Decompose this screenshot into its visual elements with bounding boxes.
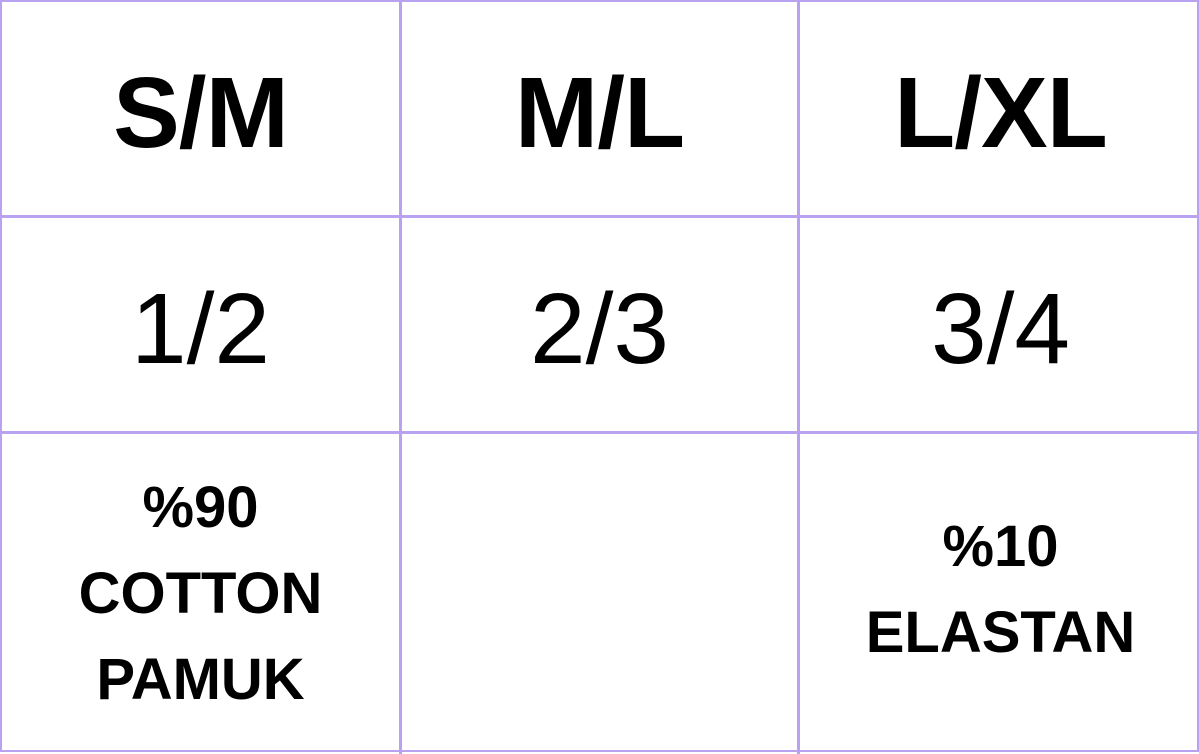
material-percent: %90	[142, 475, 259, 540]
number-cell-3: 3/4	[800, 218, 1199, 434]
material-cell-cotton: %90 COTTON PAMUK	[2, 434, 402, 754]
size-cell-ml: M/L	[402, 2, 800, 218]
number-cell-2: 2/3	[402, 218, 800, 434]
size-cell-sm: S/M	[2, 2, 402, 218]
material-cell-empty	[402, 434, 800, 754]
material-cell-elastan: %10 ELASTAN	[800, 434, 1199, 754]
material-name: ELASTAN	[865, 600, 1136, 665]
material-name: COTTON	[78, 561, 323, 626]
size-cell-lxl: L/XL	[800, 2, 1199, 218]
number-cell-1: 1/2	[2, 218, 402, 434]
material-percent: %10	[942, 514, 1059, 579]
material-name-local: PAMUK	[96, 647, 305, 712]
